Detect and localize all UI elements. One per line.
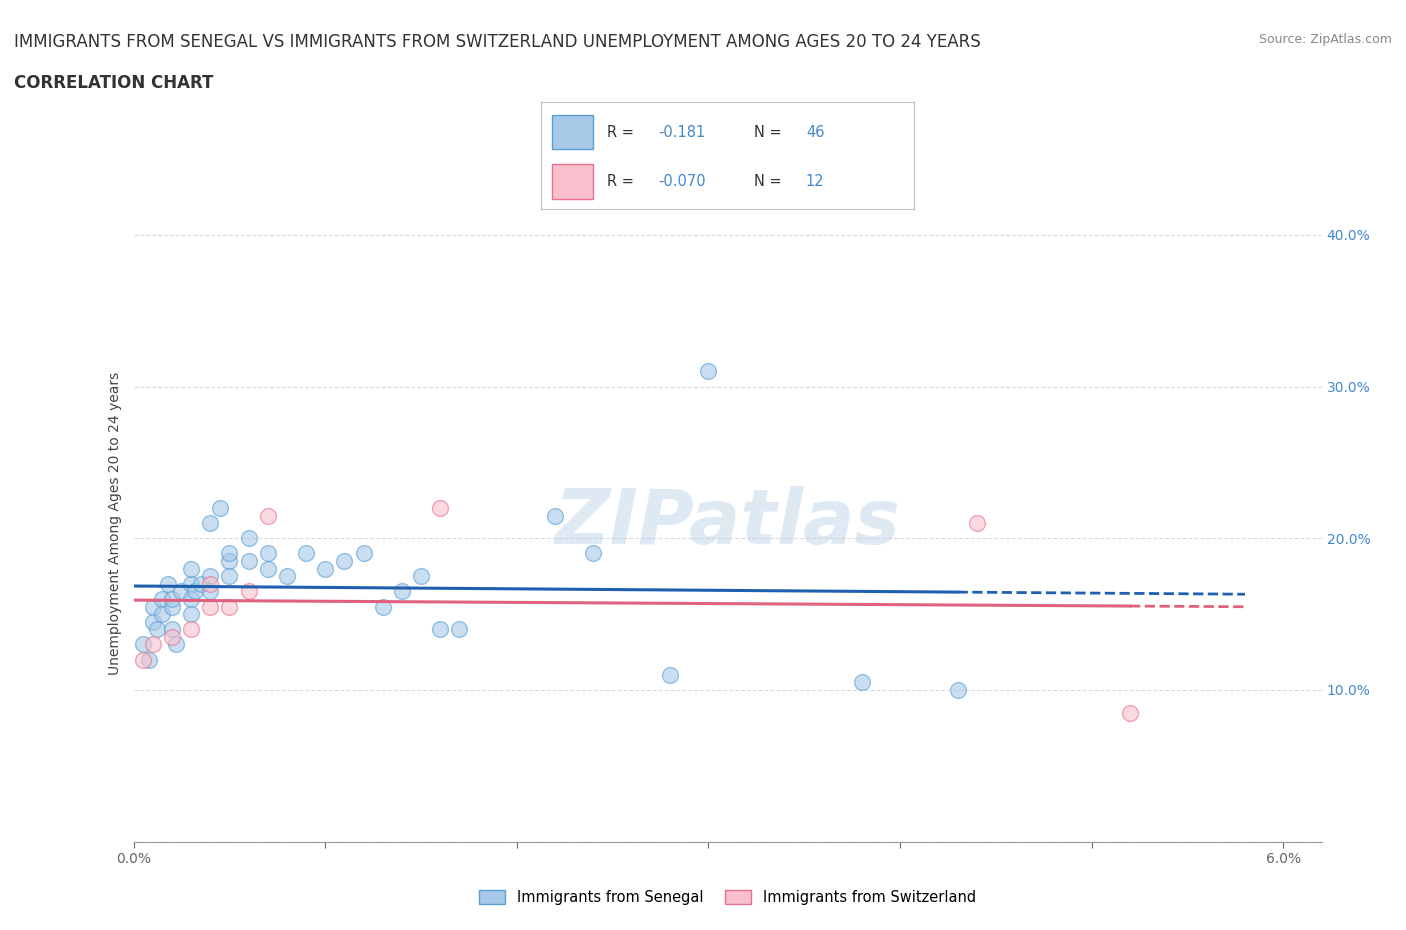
Point [160,599,183,614]
Point [142,615,165,630]
Point [946,683,969,698]
Y-axis label: Unemployment Among Ages 20 to 24 years: Unemployment Among Ages 20 to 24 years [108,371,122,675]
Point [544,508,567,523]
Point [353,546,375,561]
Point [238,531,260,546]
Point [659,668,682,683]
Point [138,652,160,667]
Point [429,500,451,515]
Point [391,584,413,599]
Point [200,599,222,614]
Point [371,599,394,614]
Point [145,622,167,637]
Point [184,584,207,599]
Point [238,553,260,568]
Point [295,546,318,561]
Point [150,606,173,621]
Point [429,622,451,637]
Text: Source: ZipAtlas.com: Source: ZipAtlas.com [1258,33,1392,46]
Point [851,675,873,690]
Point [180,622,202,637]
Point [276,569,298,584]
Text: ZIPatlas: ZIPatlas [554,486,901,560]
Point [180,606,202,621]
FancyBboxPatch shape [553,165,593,199]
Point [200,516,222,531]
Text: -0.070: -0.070 [658,174,706,189]
Text: 46: 46 [806,125,824,140]
Point [256,546,278,561]
Point [160,591,183,606]
Text: -0.181: -0.181 [658,125,706,140]
Point [180,577,202,591]
Point [409,569,432,584]
Point [142,599,165,614]
Text: N =: N = [754,174,786,189]
Text: 12: 12 [806,174,824,189]
Point [200,569,222,584]
Text: R =: R = [606,174,638,189]
Point [238,584,260,599]
Point [449,622,471,637]
Point [218,569,240,584]
Point [190,577,212,591]
Point [160,622,183,637]
Point [165,637,187,652]
Point [157,577,180,591]
Point [218,546,240,561]
Point [966,516,988,531]
Point [1119,705,1142,720]
Point [697,364,720,379]
Point [218,599,240,614]
Point [200,584,222,599]
Point [160,630,183,644]
Point [218,553,240,568]
Text: N =: N = [754,125,786,140]
Point [132,652,155,667]
Point [170,584,193,599]
Point [314,561,336,576]
Text: IMMIGRANTS FROM SENEGAL VS IMMIGRANTS FROM SWITZERLAND UNEMPLOYMENT AMONG AGES 2: IMMIGRANTS FROM SENEGAL VS IMMIGRANTS FR… [14,33,981,50]
Text: R =: R = [606,125,638,140]
Point [132,637,155,652]
FancyBboxPatch shape [553,115,593,150]
Point [150,591,173,606]
Point [256,561,278,576]
Point [200,577,222,591]
Point [208,500,231,515]
Point [256,508,278,523]
Point [180,561,202,576]
Point [333,553,356,568]
Text: CORRELATION CHART: CORRELATION CHART [14,74,214,92]
Point [142,637,165,652]
Legend: Immigrants from Senegal, Immigrants from Switzerland: Immigrants from Senegal, Immigrants from… [472,884,983,910]
Point [180,591,202,606]
Point [582,546,605,561]
